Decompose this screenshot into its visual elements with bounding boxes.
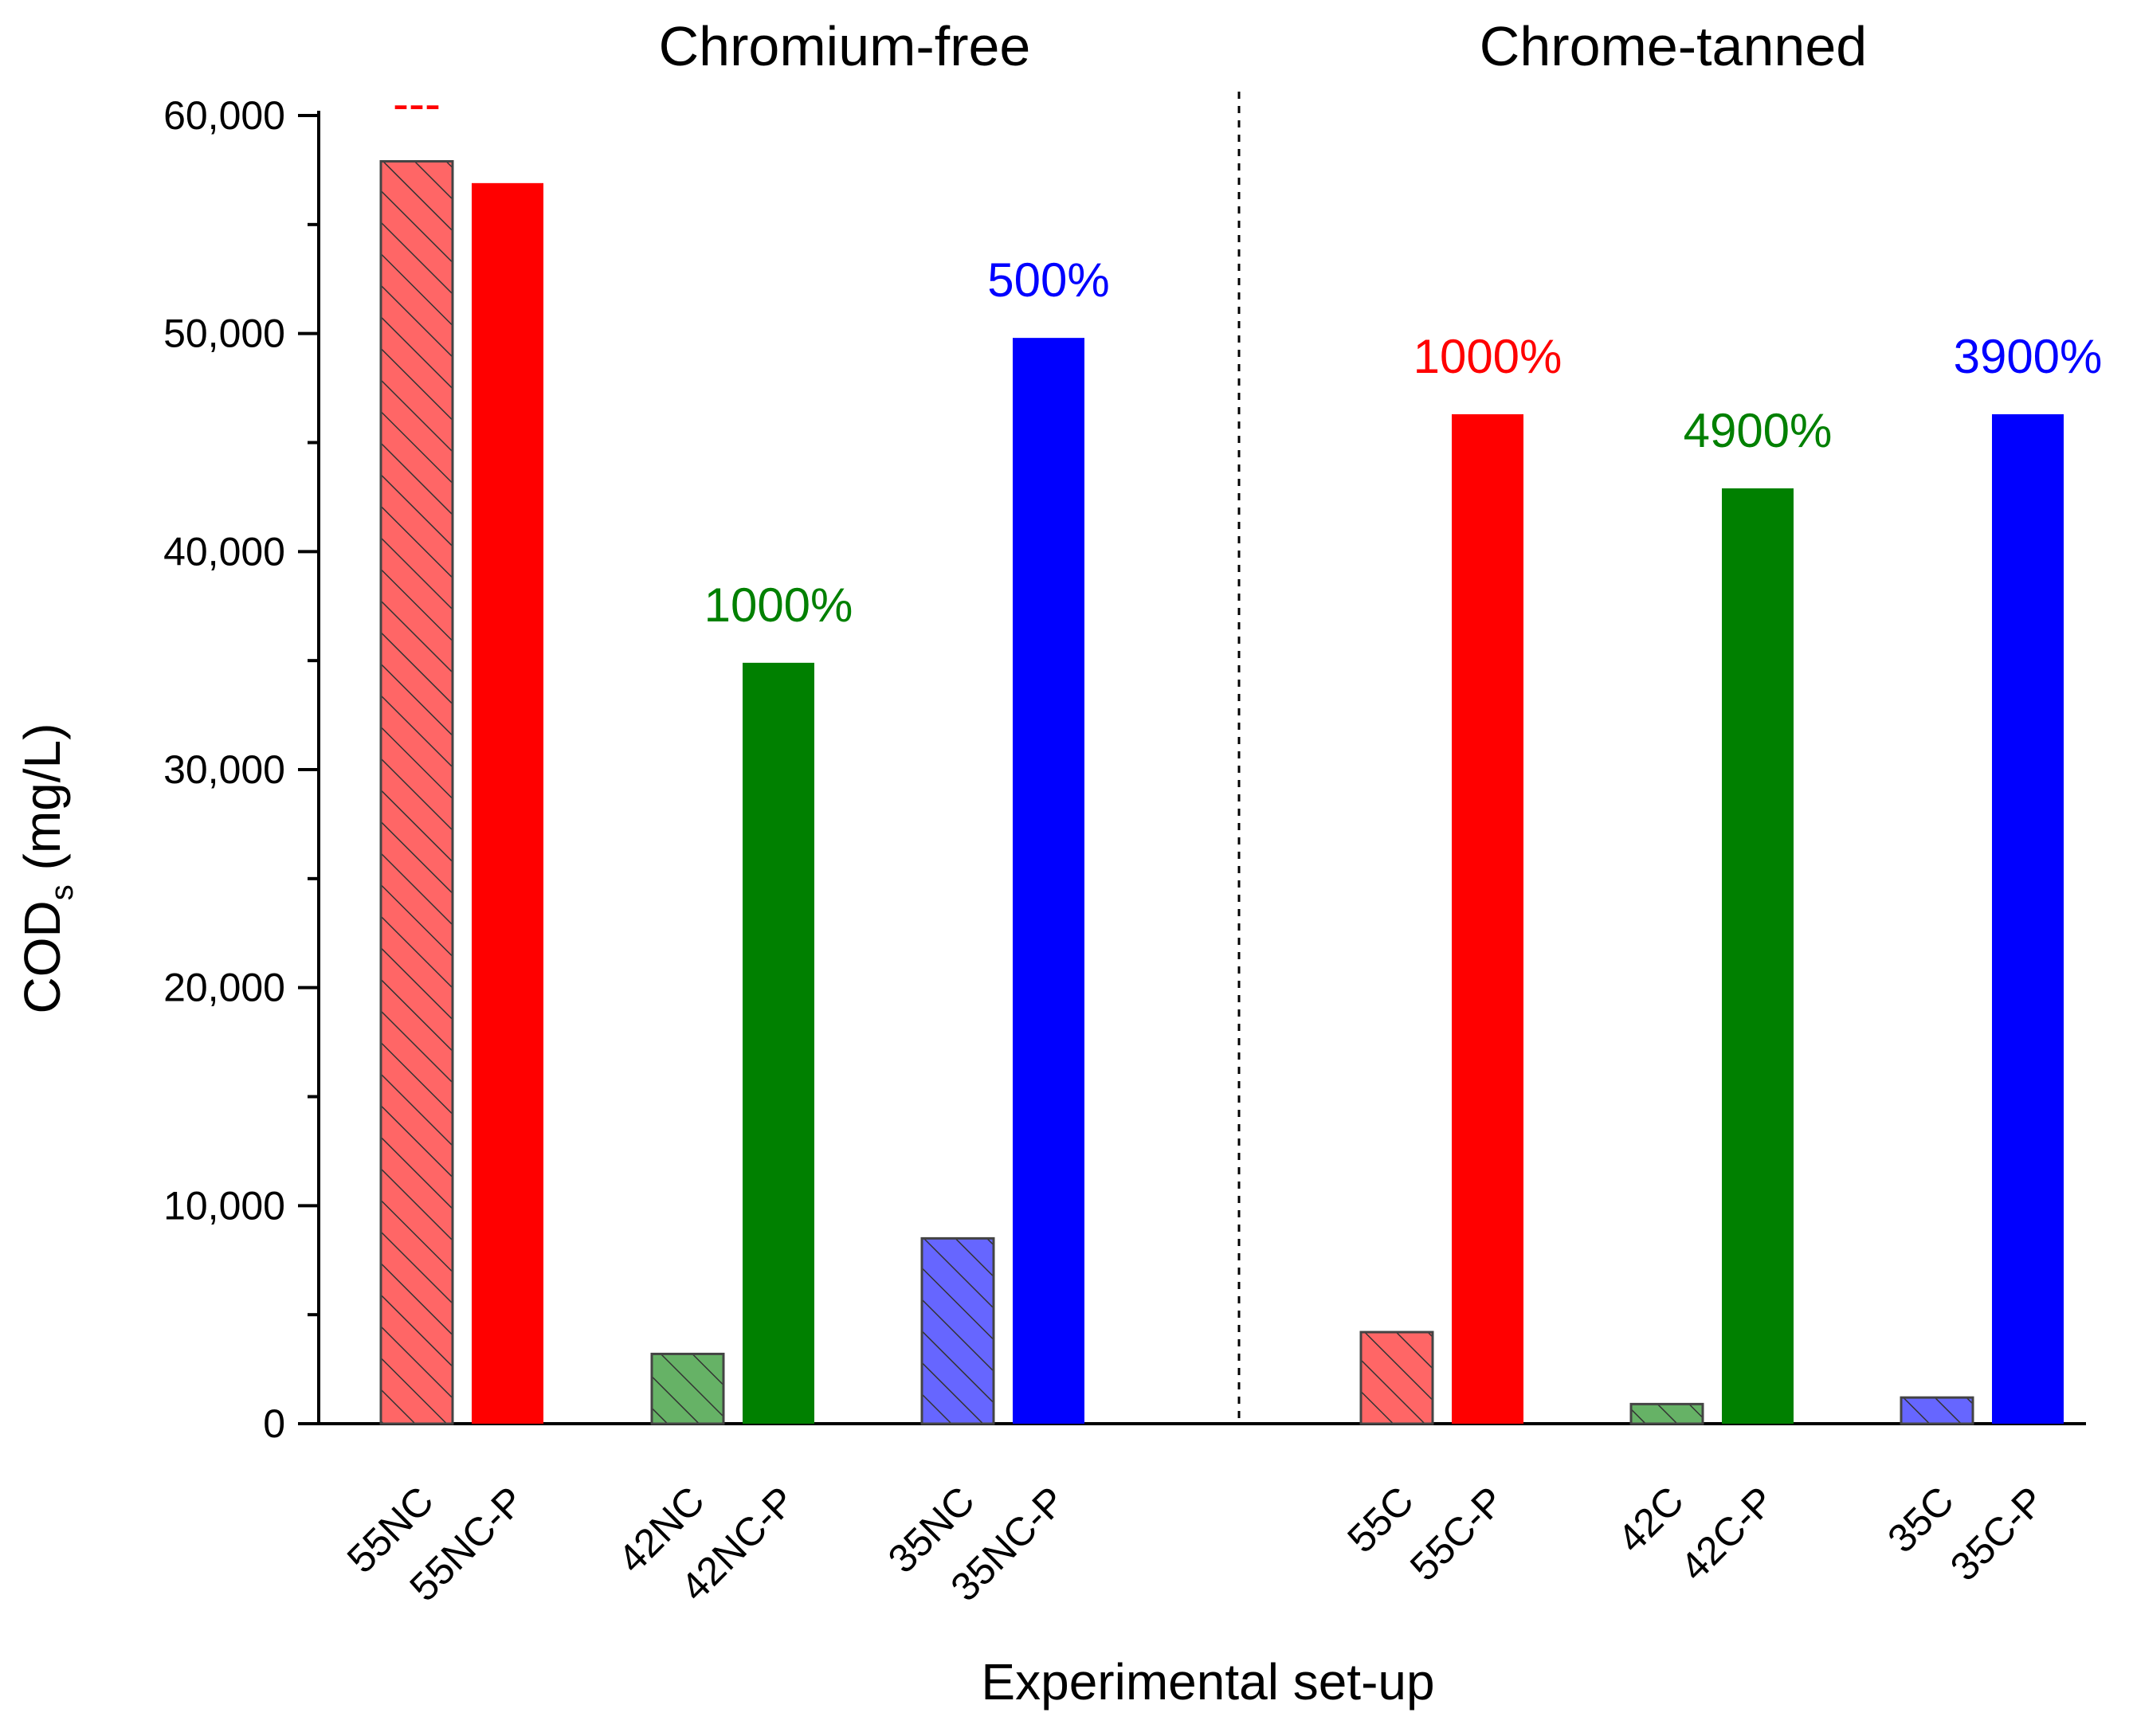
- bar-42c-p: [1722, 488, 1794, 1424]
- bar-35nc: [920, 1236, 995, 1425]
- category-label-42c-p: 42C-P: [1672, 1478, 1783, 1589]
- y-axis-title-main: COD: [14, 900, 71, 1013]
- bar-hatch: [1900, 1396, 1974, 1425]
- y-ticks: 0 10,000 20,000 30,000 40,000 50,000 60,000: [163, 93, 319, 1446]
- y-tick-label: 20,000: [163, 966, 285, 1010]
- bar-hatch: [379, 159, 454, 1425]
- bar-hatch: [920, 1236, 995, 1425]
- annotation-55c-p: 1000%: [1414, 330, 1563, 383]
- category-label-55c-p: 55C-P: [1402, 1478, 1513, 1589]
- bar-35c-p: [1992, 413, 2064, 1424]
- bar-fill: [1992, 413, 2064, 1424]
- bar-hatch: [650, 1352, 725, 1425]
- annotation-35c-p: 3900%: [1954, 330, 2103, 383]
- bar-55c: [1359, 1330, 1434, 1425]
- bar-35nc-p: [1013, 338, 1084, 1424]
- category-label-35c-p: 35C-P: [1942, 1478, 2053, 1589]
- y-tick-label: 60,000: [163, 93, 285, 138]
- bar-fill: [1452, 413, 1523, 1424]
- group-title-chromium-free: Chromium-free: [659, 15, 1031, 77]
- bar-55nc: [379, 159, 454, 1425]
- x-axis-title: Experimental set-up: [981, 1653, 1434, 1711]
- bar-fill: [743, 662, 814, 1424]
- annotation-42nc-p: 1000%: [704, 578, 853, 632]
- y-tick-label: 30,000: [163, 747, 285, 792]
- bar-42nc: [650, 1352, 725, 1425]
- group-title-chrome-tanned: Chrome-tanned: [1480, 15, 1867, 77]
- bar-42c: [1629, 1402, 1704, 1425]
- annotation-35nc-p: 500%: [987, 253, 1109, 307]
- bar-hatch: [1629, 1402, 1704, 1425]
- annotations: --- 1000% 500% 1000% 4900% 3900%: [393, 76, 2102, 631]
- bar-42nc-p: [743, 662, 814, 1424]
- bar-fill: [1013, 338, 1084, 1424]
- bar-35c: [1900, 1396, 1974, 1425]
- bar-fill: [1722, 488, 1794, 1424]
- axes: [317, 111, 2086, 1425]
- bar-55nc-p: [472, 182, 543, 1424]
- bar-fill: [472, 182, 543, 1424]
- y-tick-label: 10,000: [163, 1183, 285, 1228]
- y-axis-title-subscript: s: [45, 884, 80, 900]
- y-tick-label: 50,000: [163, 312, 285, 356]
- annotation-55nc: ---: [393, 76, 441, 130]
- y-axis-title-unit: (mg/L): [14, 723, 71, 871]
- bar-55c-p: [1452, 413, 1523, 1424]
- bars: [379, 159, 2064, 1425]
- annotation-42c-p: 4900%: [1684, 404, 1833, 457]
- y-tick-label: 0: [263, 1401, 285, 1446]
- y-tick-label: 40,000: [163, 529, 285, 574]
- y-axis-title: CODs (mg/L): [14, 723, 80, 1014]
- bar-hatch: [1359, 1330, 1434, 1425]
